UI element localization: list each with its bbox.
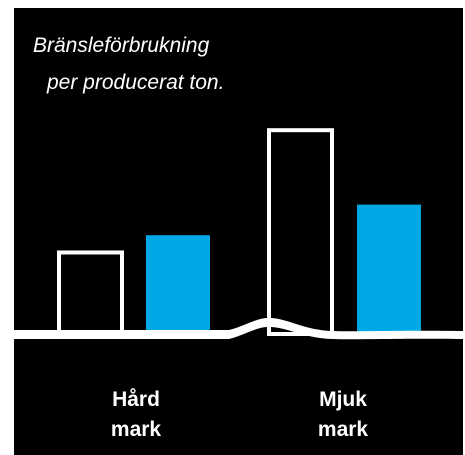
category-label-hard-line-2: mark [111, 418, 162, 441]
bar-outline-hard [57, 250, 124, 337]
bar-outline-soft [267, 128, 334, 336]
category-label-soft-line-2: mark [318, 418, 369, 441]
category-labels: Hård mark Mjuk mark [111, 388, 369, 441]
bar-filled-hard [146, 235, 210, 332]
chart-title-line-2: per producerat ton. [46, 71, 224, 94]
ground-line [14, 317, 463, 340]
chart-title-line-1: Bränsleförbrukning [33, 34, 210, 57]
bar-filled-soft [357, 204, 421, 332]
category-label-soft-line-1: Mjuk [319, 388, 367, 411]
category-label-hard-line-1: Hård [112, 388, 160, 411]
bars-group [57, 128, 421, 337]
chart-canvas: Bränsleförbrukning per producerat ton. H… [14, 8, 463, 455]
